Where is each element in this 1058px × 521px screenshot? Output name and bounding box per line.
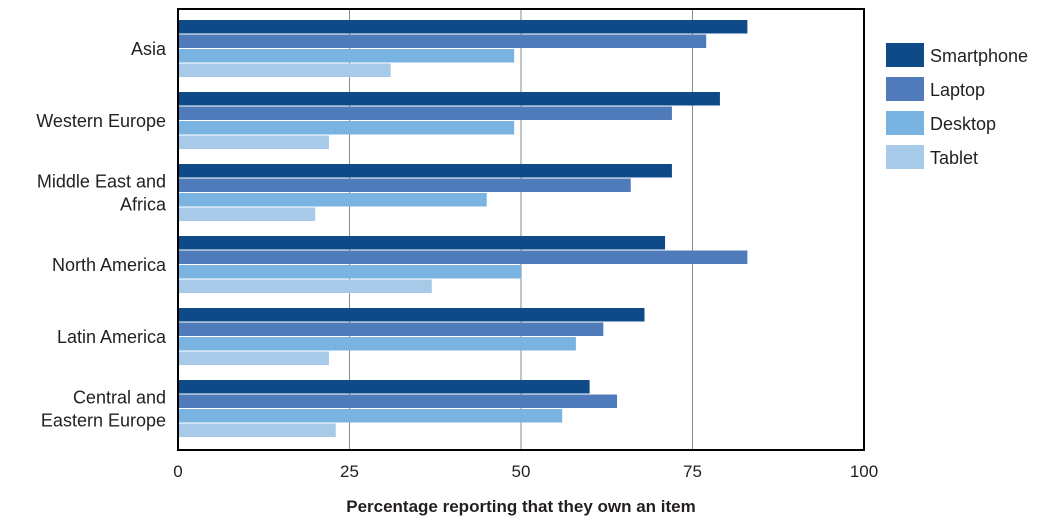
bar-desktop (178, 49, 515, 63)
category-label: Latin America (57, 327, 167, 347)
legend-label-desktop: Desktop (930, 114, 996, 134)
legend-swatch-smartphone (886, 43, 924, 67)
bar-desktop (178, 337, 576, 351)
bar-smartphone (178, 380, 590, 394)
category-label: Western Europe (36, 111, 166, 131)
gridlines (349, 9, 693, 450)
category-label: Asia (131, 39, 167, 59)
bar-smartphone (178, 92, 720, 106)
bar-smartphone (178, 308, 645, 322)
x-tick-label: 50 (512, 462, 531, 481)
bars (178, 20, 748, 437)
bar-desktop (178, 193, 487, 207)
bar-laptop (178, 34, 707, 48)
legend-label-smartphone: Smartphone (930, 46, 1028, 66)
bar-tablet (178, 423, 336, 437)
bar-desktop (178, 409, 563, 423)
bar-smartphone (178, 236, 666, 250)
bar-laptop (178, 178, 631, 192)
bar-laptop (178, 250, 748, 264)
legend-label-tablet: Tablet (930, 148, 978, 168)
legend: Smartphone Laptop Desktop Tablet (886, 43, 1028, 169)
bar-desktop (178, 265, 521, 279)
legend-swatch-laptop (886, 77, 924, 101)
x-tick-label: 75 (683, 462, 702, 481)
bar-smartphone (178, 164, 672, 178)
bar-laptop (178, 106, 672, 120)
category-label: North America (52, 255, 167, 275)
x-tick-label: 25 (340, 462, 359, 481)
category-label: Eastern Europe (41, 411, 166, 431)
bar-laptop (178, 394, 618, 408)
bar-tablet (178, 135, 329, 149)
legend-swatch-desktop (886, 111, 924, 135)
legend-label-laptop: Laptop (930, 80, 985, 100)
bar-laptop (178, 322, 604, 336)
category-label: Central and (73, 388, 166, 408)
x-tick-label: 100 (850, 462, 878, 481)
bar-smartphone (178, 20, 748, 34)
bar-tablet (178, 279, 432, 293)
bar-tablet (178, 351, 329, 365)
x-tick-labels: 0 25 50 75 100 (173, 462, 878, 481)
category-label: Africa (120, 195, 167, 215)
x-axis-title: Percentage reporting that they own an it… (346, 497, 696, 516)
bar-desktop (178, 121, 515, 135)
category-label: Middle East and (37, 172, 166, 192)
x-tick-label: 0 (173, 462, 182, 481)
plot-frame (177, 8, 865, 451)
legend-swatch-tablet (886, 145, 924, 169)
category-labels: Asia Western Europe Middle East and Africa N… (36, 39, 167, 431)
bar-tablet (178, 207, 316, 221)
bar-tablet (178, 63, 391, 77)
